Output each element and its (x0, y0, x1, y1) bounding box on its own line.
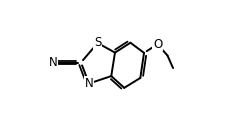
Text: S: S (94, 36, 101, 50)
Text: N: N (49, 56, 58, 69)
Text: N: N (85, 77, 93, 90)
Text: O: O (153, 38, 162, 51)
